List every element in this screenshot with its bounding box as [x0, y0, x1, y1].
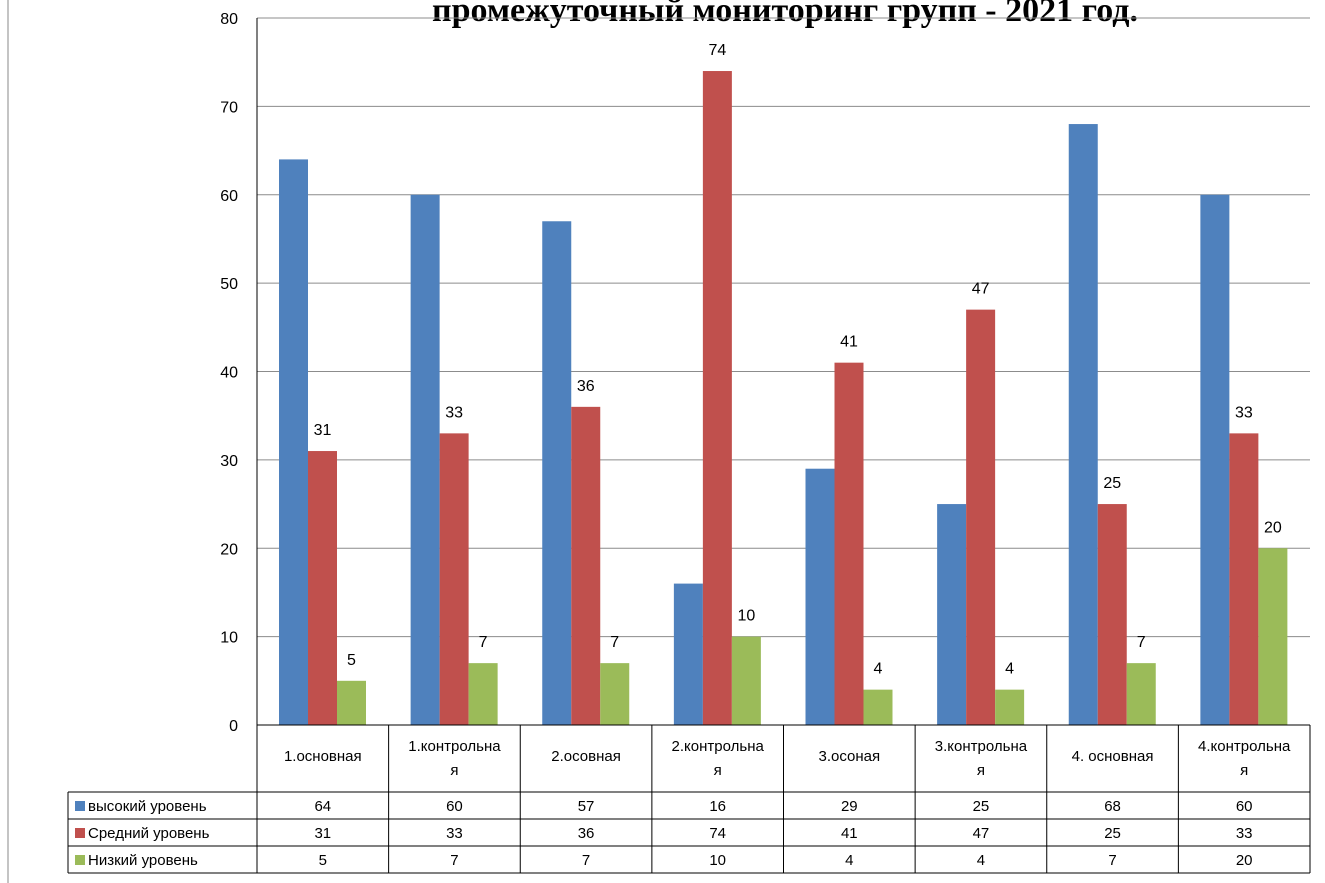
data-label: 7 [479, 634, 488, 651]
data-label: 47 [972, 281, 990, 298]
bar [731, 636, 761, 725]
bar [995, 689, 1025, 725]
bar [279, 159, 308, 725]
table-cell: 20 [1236, 852, 1253, 869]
data-label: 31 [314, 422, 332, 439]
x-tick-label: 2.осовная [551, 748, 621, 765]
bar [600, 663, 630, 725]
bar [702, 71, 732, 725]
y-tick-label: 70 [220, 99, 238, 116]
table-cell: 25 [973, 798, 990, 815]
data-label: 25 [1103, 475, 1121, 492]
x-tick-label: 2.контрольна я [672, 738, 765, 779]
table-cell: 7 [450, 852, 458, 869]
table-cell: 4 [977, 852, 985, 869]
bar [439, 433, 469, 725]
chart-title: промежуточный мониторинг групп - 2021 го… [432, 0, 1138, 29]
bar [571, 406, 601, 725]
x-tick-label: 3.контрольна я [935, 738, 1028, 779]
x-tick-label: 4. основная [1072, 748, 1154, 765]
data-label: 74 [708, 42, 726, 59]
table-cell: 10 [709, 852, 726, 869]
data-label: 7 [610, 634, 619, 651]
table-cell: 36 [578, 825, 595, 842]
table-cell: 5 [319, 852, 327, 869]
table-cell: 4 [845, 852, 853, 869]
table-cell: 64 [314, 798, 331, 815]
data-label: 7 [1137, 634, 1146, 651]
table-cell: 25 [1104, 825, 1121, 842]
table-cell: 16 [709, 798, 726, 815]
bar [1200, 194, 1230, 725]
data-label: 20 [1264, 519, 1282, 536]
y-tick-label: 40 [220, 365, 238, 382]
table-cell: 60 [446, 798, 463, 815]
bar [805, 468, 835, 725]
bar [308, 451, 337, 725]
data-label: 33 [445, 404, 463, 421]
bar [1126, 663, 1156, 725]
bar [1097, 504, 1127, 725]
table-cell: 7 [582, 852, 590, 869]
bars [279, 71, 1288, 726]
table-cell: 60 [1236, 798, 1253, 815]
table-cell: 47 [973, 825, 990, 842]
bar [1229, 433, 1259, 725]
data-label: 4 [1005, 661, 1014, 678]
bar [834, 362, 864, 725]
data-label: 41 [840, 334, 858, 351]
table-cell: 41 [841, 825, 858, 842]
legend-label: Средний уровень [88, 825, 210, 842]
data-label: 5 [347, 652, 356, 669]
data-label: 33 [1235, 404, 1253, 421]
bar [468, 663, 498, 725]
table-cell: 31 [314, 825, 331, 842]
bar [337, 680, 366, 725]
data-table: 1.основная 1.контрольна я 2.осовная 2.контро… [67, 724, 1311, 874]
data-label: 10 [737, 608, 755, 625]
bar [1258, 548, 1288, 725]
table-cell: 57 [578, 798, 595, 815]
table-cell: 29 [841, 798, 858, 815]
y-tick-label: 30 [220, 453, 238, 470]
legend-swatch [75, 801, 85, 811]
table-cell: 68 [1104, 798, 1121, 815]
bar [673, 583, 703, 725]
legend-swatch [75, 828, 85, 838]
table-cell: 74 [709, 825, 726, 842]
legend-label: Низкий уровень [88, 852, 198, 869]
y-tick-label: 80 [220, 11, 238, 28]
x-tick-label: 1.контрольна я [408, 738, 501, 779]
bar [542, 221, 572, 725]
bar [863, 689, 893, 725]
y-axis: 0 10 20 30 40 50 60 70 80 [220, 11, 258, 735]
x-tick-label: 1.основная [284, 748, 362, 765]
y-tick-label: 50 [220, 276, 238, 293]
y-tick-label: 10 [220, 630, 238, 647]
legend-swatch [75, 855, 85, 865]
data-label: 4 [874, 661, 883, 678]
legend-label: высокий уровень [88, 798, 207, 815]
y-tick-label: 20 [220, 541, 238, 558]
y-tick-label: 0 [229, 718, 238, 735]
x-tick-label: 3.осоная [819, 748, 881, 765]
bar [410, 194, 440, 725]
bar [1068, 124, 1098, 726]
bar [937, 504, 967, 725]
bar [966, 309, 996, 725]
table-cell: 7 [1108, 852, 1116, 869]
x-tick-label: 4.контрольна я [1198, 738, 1291, 779]
data-label: 36 [577, 378, 595, 395]
table-cell: 33 [1236, 825, 1253, 842]
y-tick-label: 60 [220, 188, 238, 205]
table-cell: 33 [446, 825, 463, 842]
